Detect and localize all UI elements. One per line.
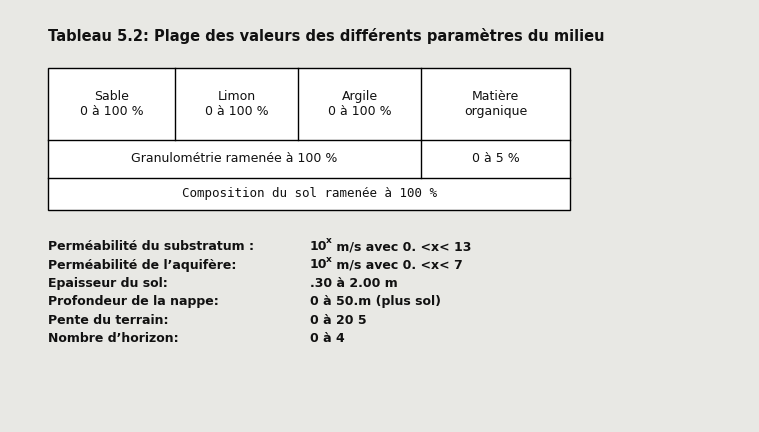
Text: Pente du terrain:: Pente du terrain:: [48, 314, 168, 327]
Text: Perméabilité de l’aquifère:: Perméabilité de l’aquifère:: [48, 258, 236, 271]
Text: 0 à 20 5: 0 à 20 5: [310, 314, 367, 327]
Text: Nombre d’horizon:: Nombre d’horizon:: [48, 333, 178, 346]
Text: Epaisseur du sol:: Epaisseur du sol:: [48, 277, 168, 290]
Text: Composition du sol ramenée à 100 %: Composition du sol ramenée à 100 %: [181, 187, 436, 200]
Text: 0 à 50.m (plus sol): 0 à 50.m (plus sol): [310, 295, 441, 308]
Bar: [48, 68, 570, 210]
Text: m/s avec 0. <x< 7: m/s avec 0. <x< 7: [332, 258, 463, 271]
Text: Profondeur de la nappe:: Profondeur de la nappe:: [48, 295, 219, 308]
Text: Matière
organique: Matière organique: [464, 90, 527, 118]
Text: Argile
0 à 100 %: Argile 0 à 100 %: [328, 90, 392, 118]
Text: 0 à 4: 0 à 4: [310, 333, 345, 346]
Text: Granulométrie ramenée à 100 %: Granulométrie ramenée à 100 %: [131, 152, 338, 165]
Text: Limon
0 à 100 %: Limon 0 à 100 %: [205, 90, 269, 118]
Text: Sable
0 à 100 %: Sable 0 à 100 %: [80, 90, 143, 118]
Text: m/s avec 0. <x< 13: m/s avec 0. <x< 13: [332, 240, 471, 253]
Text: 10: 10: [310, 258, 327, 271]
Text: x: x: [326, 236, 332, 245]
Text: x: x: [326, 254, 332, 264]
Text: Tableau 5.2: Plage des valeurs des différents paramètres du milieu: Tableau 5.2: Plage des valeurs des diffé…: [48, 28, 604, 44]
Text: 10: 10: [310, 240, 327, 253]
Text: .30 à 2.00 m: .30 à 2.00 m: [310, 277, 398, 290]
Text: 0 à 5 %: 0 à 5 %: [471, 152, 519, 165]
Text: Perméabilité du substratum :: Perméabilité du substratum :: [48, 240, 254, 253]
